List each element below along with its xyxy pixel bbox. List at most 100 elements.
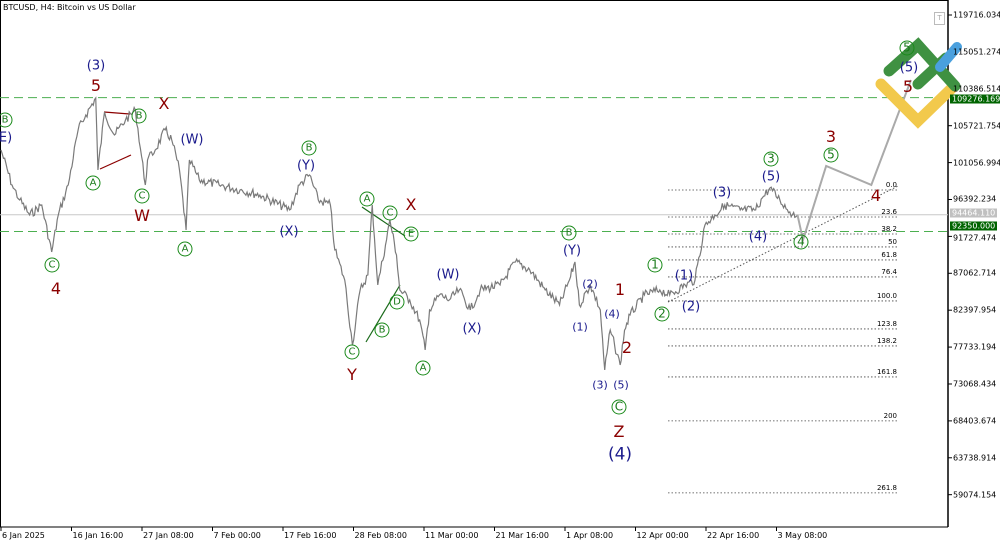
wave-label: 3	[763, 151, 779, 167]
fib-level-label: 38.2	[881, 224, 897, 233]
price-axis-label: 105721.754	[953, 121, 1000, 131]
chart-title: BTCUSD, H4: Bitcoin vs US Dollar	[3, 3, 136, 12]
fib-level-label: 0.0	[885, 180, 897, 189]
wave-label: A	[177, 241, 193, 257]
fib-level-label: 123.8	[876, 319, 897, 328]
wave-label: W	[134, 206, 150, 225]
price-axis-label: 59074.154	[953, 490, 997, 500]
wave-label: C	[344, 344, 360, 360]
wave-label: (W)	[436, 267, 460, 283]
fib-level-label: 76.4	[881, 267, 897, 276]
wave-label: (3)	[86, 58, 106, 74]
fib-level-label: 261.8	[876, 483, 897, 492]
wave-label: 3	[825, 127, 837, 146]
wave-label: 5	[902, 77, 914, 96]
wave-label: 1	[614, 280, 626, 299]
wave-label: Y	[347, 365, 357, 384]
wave-label: (1)	[572, 320, 588, 334]
price-axis-label: 73068.434	[953, 379, 997, 389]
horizontal-levels	[0, 97, 948, 232]
forecast-line	[796, 79, 912, 244]
time-axis-label: 22 Apr 16:00	[707, 531, 760, 540]
price-line	[0, 96, 798, 370]
wave-label: B	[374, 322, 390, 338]
time-axis-label: 7 Feb 00:00	[213, 531, 261, 540]
fib-level-label: 138.2	[876, 336, 897, 345]
wave-label: (Y)	[562, 243, 582, 259]
wave-label: (4)	[604, 307, 620, 321]
wave-label: B	[131, 108, 147, 124]
price-axis-label: 115051.274	[953, 47, 1000, 57]
triangle-upper-line-1	[103, 111, 131, 115]
wave-label: D	[389, 294, 405, 310]
wave-label: C	[382, 205, 398, 221]
time-axis-label: 28 Feb 08:00	[354, 531, 407, 540]
wave-label: (2)	[681, 299, 701, 315]
fib-level-label: 50	[888, 237, 897, 246]
time-axis-label: 16 Jan 16:00	[72, 531, 124, 540]
time-axis-label: 17 Feb 16:00	[284, 531, 337, 540]
wave-label: (Y)	[296, 158, 316, 174]
price-axis-label: 91727.474	[953, 233, 997, 243]
fib-level-label: 100.0	[876, 291, 897, 300]
wave-label: (X)	[279, 224, 299, 240]
wave-label: (4)	[748, 229, 768, 245]
wave-label: 5	[899, 40, 915, 56]
wave-label: 4	[870, 186, 882, 205]
wave-label: X	[405, 195, 417, 214]
wave-label: (E)	[0, 130, 13, 146]
price-axis-label: 119716.034	[953, 10, 1000, 20]
wave-label: C	[44, 257, 60, 273]
price-series	[0, 96, 798, 370]
fib-level-label: 61.8	[881, 250, 897, 259]
brand-logo	[875, 37, 962, 129]
wave-label: B	[0, 112, 13, 128]
price-axis-label: 68403.674	[953, 416, 997, 426]
time-axis-label: 21 Mar 16:00	[495, 531, 549, 540]
wave-label: (2)	[582, 277, 598, 291]
wave-label: C	[134, 188, 150, 204]
forecast-path	[796, 79, 912, 244]
wave-label: (4)	[607, 444, 633, 465]
time-axis-label: 1 Apr 08:00	[566, 531, 614, 540]
wave-label: (5)	[613, 378, 629, 392]
current-price-tag: 94464.110	[950, 208, 998, 218]
wave-label: (5)	[899, 60, 919, 76]
triangle-upper-line-2	[361, 206, 406, 237]
time-axis-label: 3 May 08:00	[777, 531, 828, 540]
wave-label: (3)	[712, 185, 732, 201]
wave-label: (1)	[674, 268, 694, 284]
support-price-tag: 92350.000	[950, 221, 998, 231]
triangle-lower-line-1	[99, 154, 132, 170]
wave-label: 4	[793, 234, 809, 250]
wave-label: B	[301, 140, 317, 156]
wave-label: (3)	[592, 378, 608, 392]
wave-label: Z	[613, 422, 625, 441]
wave-label: C	[611, 399, 627, 415]
wave-label: 2	[621, 338, 633, 357]
resistance-price-tag: 109276.169	[950, 94, 1000, 104]
fib-level-label: 23.6	[881, 207, 897, 216]
price-axis-label: 63738.914	[953, 453, 997, 463]
time-axis-label: 11 Mar 00:00	[425, 531, 479, 540]
wave-label: B	[561, 225, 577, 241]
price-axis-label: 77733.194	[953, 342, 997, 352]
time-axis-label: 6 Jan 2025	[2, 531, 45, 540]
price-axis-label: 101056.994	[953, 158, 1000, 168]
wave-label: 5	[90, 76, 102, 95]
wave-label: 2	[654, 306, 670, 322]
time-axis-ticks	[0, 527, 777, 531]
wave-label: (X)	[462, 321, 482, 337]
price-axis-label: 110386.514	[953, 84, 1000, 94]
wave-label: (W)	[180, 132, 204, 148]
wave-label: A	[85, 175, 101, 191]
wave-label: 1	[647, 257, 663, 273]
wave-label: X	[158, 94, 170, 113]
fib-level-label: 200	[883, 411, 897, 420]
trade-panel-toggle[interactable]: T	[934, 12, 945, 25]
wave-label: E	[403, 226, 419, 242]
wave-label: A	[359, 191, 375, 207]
time-axis-label: 12 Apr 00:00	[636, 531, 689, 540]
